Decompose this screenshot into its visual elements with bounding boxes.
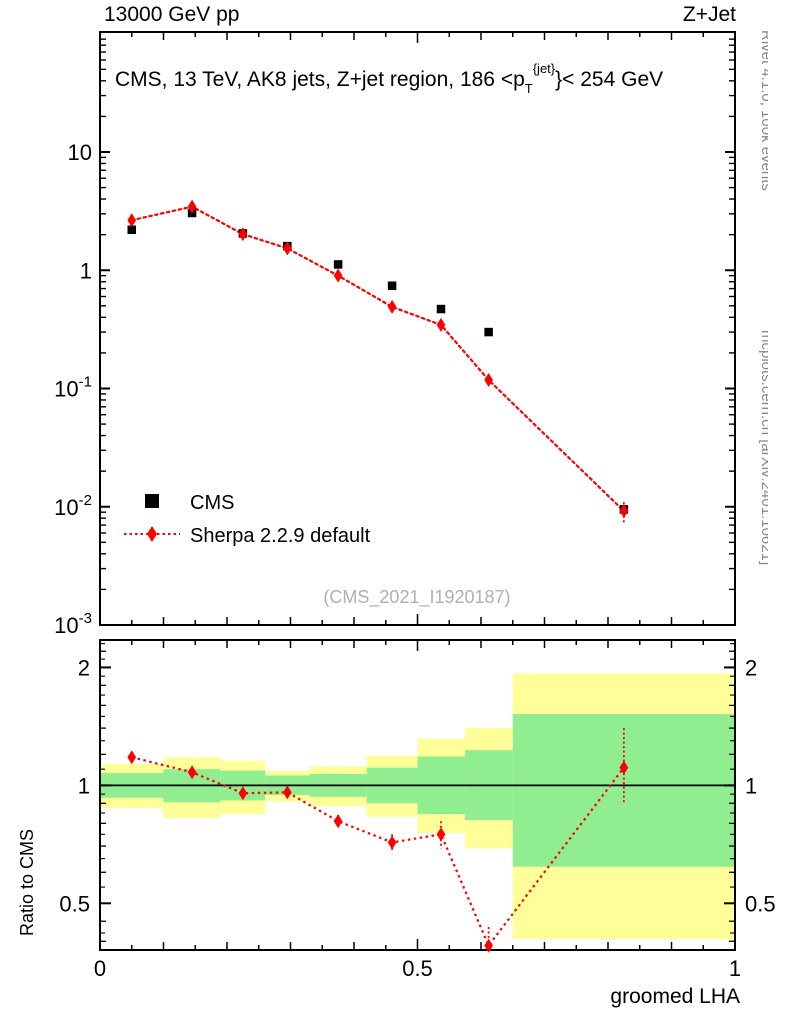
legend-marker-cms	[145, 494, 159, 508]
main-plot-panel: 10 1 10-1 10-2 10-3 CMS, 13 TeV, AK8 jets, Z+…	[54, 31, 736, 638]
ratio-y-tick-label: 2	[78, 655, 90, 680]
ratio-y-tick-label: 0.5	[59, 891, 90, 916]
ratio-data-marker	[333, 814, 343, 829]
mc-data-marker	[484, 372, 493, 387]
mc-data-marker	[187, 199, 197, 214]
ratio-y-axis-text: Ratio to CMS	[17, 829, 37, 936]
mcplots-source-text: mcplots.cern.ch [arXiv:2401.10621]	[758, 330, 768, 565]
ratio-data-marker	[282, 785, 292, 800]
cms-data-marker	[333, 260, 343, 269]
ratio-band-inner	[100, 714, 735, 867]
main-x-ticks	[99, 32, 736, 625]
x-tick-label: 0.5	[402, 956, 433, 981]
main-plot-title: CMS, 13 TeV, AK8 jets, Z+jet region, 186…	[115, 61, 663, 96]
ratio-data-marker	[187, 765, 197, 780]
rivet-version-label: Rivet 4.1.0, 100k events	[744, 30, 768, 330]
cms-data-marker	[127, 225, 136, 235]
ratio-data-marker	[238, 786, 248, 801]
ratio-y-tick-label-right: 1	[745, 773, 757, 798]
header-left: 13000 GeV pp	[104, 3, 240, 26]
ratio-y-ticks	[100, 643, 735, 942]
legend-label-mc: Sherpa 2.2.9 default	[190, 525, 371, 547]
y-tick-label: 10-3	[54, 610, 92, 638]
main-y-ticks	[100, 38, 735, 626]
ratio-data-marker	[619, 760, 629, 775]
rivet-version-text: Rivet 4.1.0, 100k events	[758, 30, 768, 191]
ratio-line	[131, 756, 625, 948]
mc-data-marker	[282, 241, 292, 256]
cms-data-marker	[387, 281, 397, 290]
mc-data-marker	[238, 227, 248, 242]
cms-data-marker	[484, 327, 493, 337]
mc-data-marker	[436, 317, 446, 332]
mc-line	[130, 205, 625, 513]
ratio-x-ticks	[99, 640, 736, 950]
mcplots-source-label: mcplots.cern.ch [arXiv:2401.10621]	[744, 330, 768, 630]
mc-data-marker	[619, 504, 629, 519]
legend-marker-mc	[147, 526, 157, 542]
dataset-watermark: (CMS_2021_I1920187)	[323, 587, 510, 608]
ratio-y-tick-label-right: 0.5	[745, 891, 776, 916]
ratio-data-marker	[436, 827, 446, 842]
ratio-data-marker	[387, 835, 397, 850]
cms-data-marker	[436, 304, 446, 314]
x-tick-label: 0	[94, 956, 106, 981]
ratio-plot-panel: 2 2 1 1 0.5 0.5 0 0.5 1	[59, 639, 776, 981]
header-right: Z+Jet	[682, 3, 736, 26]
mc-data-marker	[127, 213, 137, 228]
ratio-y-tick-label: 1	[78, 773, 90, 798]
ratio-band-inner-bin	[512, 714, 735, 867]
x-tick-label: 1	[729, 956, 741, 981]
x-axis-label: groomed LHA	[610, 985, 740, 1008]
ratio-data-marker	[127, 750, 137, 765]
y-tick-label: 1	[80, 258, 92, 283]
y-tick-label: 10-1	[54, 374, 92, 402]
y-tick-label: 10-2	[54, 492, 92, 520]
y-tick-label: 10	[68, 140, 92, 165]
mc-data-marker	[387, 299, 397, 314]
mc-data-marker	[333, 268, 343, 283]
ratio-y-axis-label: Ratio to CMS	[14, 740, 38, 940]
ratio-y-tick-label-right: 2	[745, 655, 757, 680]
ratio-data-marker	[484, 938, 493, 953]
legend-label-cms: CMS	[190, 492, 234, 514]
